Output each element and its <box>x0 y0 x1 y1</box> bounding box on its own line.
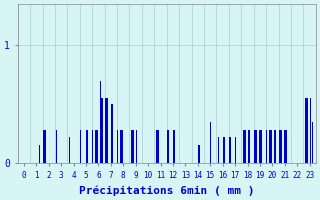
Bar <box>130 130 131 163</box>
Bar <box>168 130 169 163</box>
Bar <box>167 130 168 163</box>
Bar <box>279 130 280 163</box>
Bar <box>132 130 133 163</box>
Bar <box>121 130 122 163</box>
Bar <box>244 130 245 163</box>
Bar <box>102 98 103 163</box>
Bar <box>131 130 132 163</box>
Bar <box>266 130 267 163</box>
Bar <box>258 130 259 163</box>
Bar <box>254 130 255 163</box>
Bar <box>235 137 236 163</box>
Bar <box>58 130 59 163</box>
Bar <box>39 145 40 163</box>
Bar <box>106 98 107 163</box>
Bar <box>173 130 174 163</box>
Bar <box>118 130 119 163</box>
Bar <box>285 130 286 163</box>
Bar <box>274 130 275 163</box>
Bar <box>224 137 225 163</box>
Bar <box>117 130 118 163</box>
Bar <box>281 130 282 163</box>
Bar <box>87 130 88 163</box>
Bar <box>48 130 49 163</box>
Bar <box>89 130 90 163</box>
Bar <box>122 130 123 163</box>
Bar <box>44 130 45 163</box>
Bar <box>280 130 281 163</box>
Bar <box>199 145 200 163</box>
Bar <box>97 130 98 163</box>
Bar <box>157 130 158 163</box>
Bar <box>105 98 106 163</box>
Bar <box>56 130 57 163</box>
Bar <box>260 130 261 163</box>
Bar <box>46 130 47 163</box>
Bar <box>133 130 134 163</box>
Bar <box>249 130 250 163</box>
Bar <box>230 137 231 163</box>
Bar <box>198 145 199 163</box>
Bar <box>261 130 262 163</box>
Bar <box>112 104 113 163</box>
Bar <box>275 130 276 163</box>
Bar <box>229 137 230 163</box>
Bar <box>99 81 100 163</box>
Bar <box>259 130 260 163</box>
Bar <box>269 130 270 163</box>
Bar <box>245 130 246 163</box>
Bar <box>45 130 46 163</box>
Bar <box>43 130 44 163</box>
Bar <box>270 130 271 163</box>
Bar <box>136 130 137 163</box>
Bar <box>92 130 93 163</box>
Bar <box>286 130 287 163</box>
Bar <box>305 98 306 163</box>
Bar <box>248 130 249 163</box>
Bar <box>69 137 70 163</box>
Bar <box>308 98 309 163</box>
Bar <box>96 130 97 163</box>
Bar <box>312 122 313 163</box>
Bar <box>243 130 244 163</box>
Bar <box>236 137 237 163</box>
Bar <box>306 98 307 163</box>
Bar <box>310 98 311 163</box>
Bar <box>100 81 101 163</box>
Bar <box>246 130 247 163</box>
Bar <box>256 130 257 163</box>
Bar <box>255 130 256 163</box>
Bar <box>120 130 121 163</box>
X-axis label: Précipitations 6min ( mm ): Précipitations 6min ( mm ) <box>79 185 254 196</box>
Bar <box>158 130 159 163</box>
Bar <box>218 137 219 163</box>
Bar <box>108 104 109 163</box>
Bar <box>111 104 112 163</box>
Bar <box>95 130 96 163</box>
Bar <box>223 137 224 163</box>
Bar <box>271 130 272 163</box>
Bar <box>80 130 81 163</box>
Bar <box>174 130 175 163</box>
Bar <box>101 98 102 163</box>
Bar <box>86 130 87 163</box>
Bar <box>217 137 218 163</box>
